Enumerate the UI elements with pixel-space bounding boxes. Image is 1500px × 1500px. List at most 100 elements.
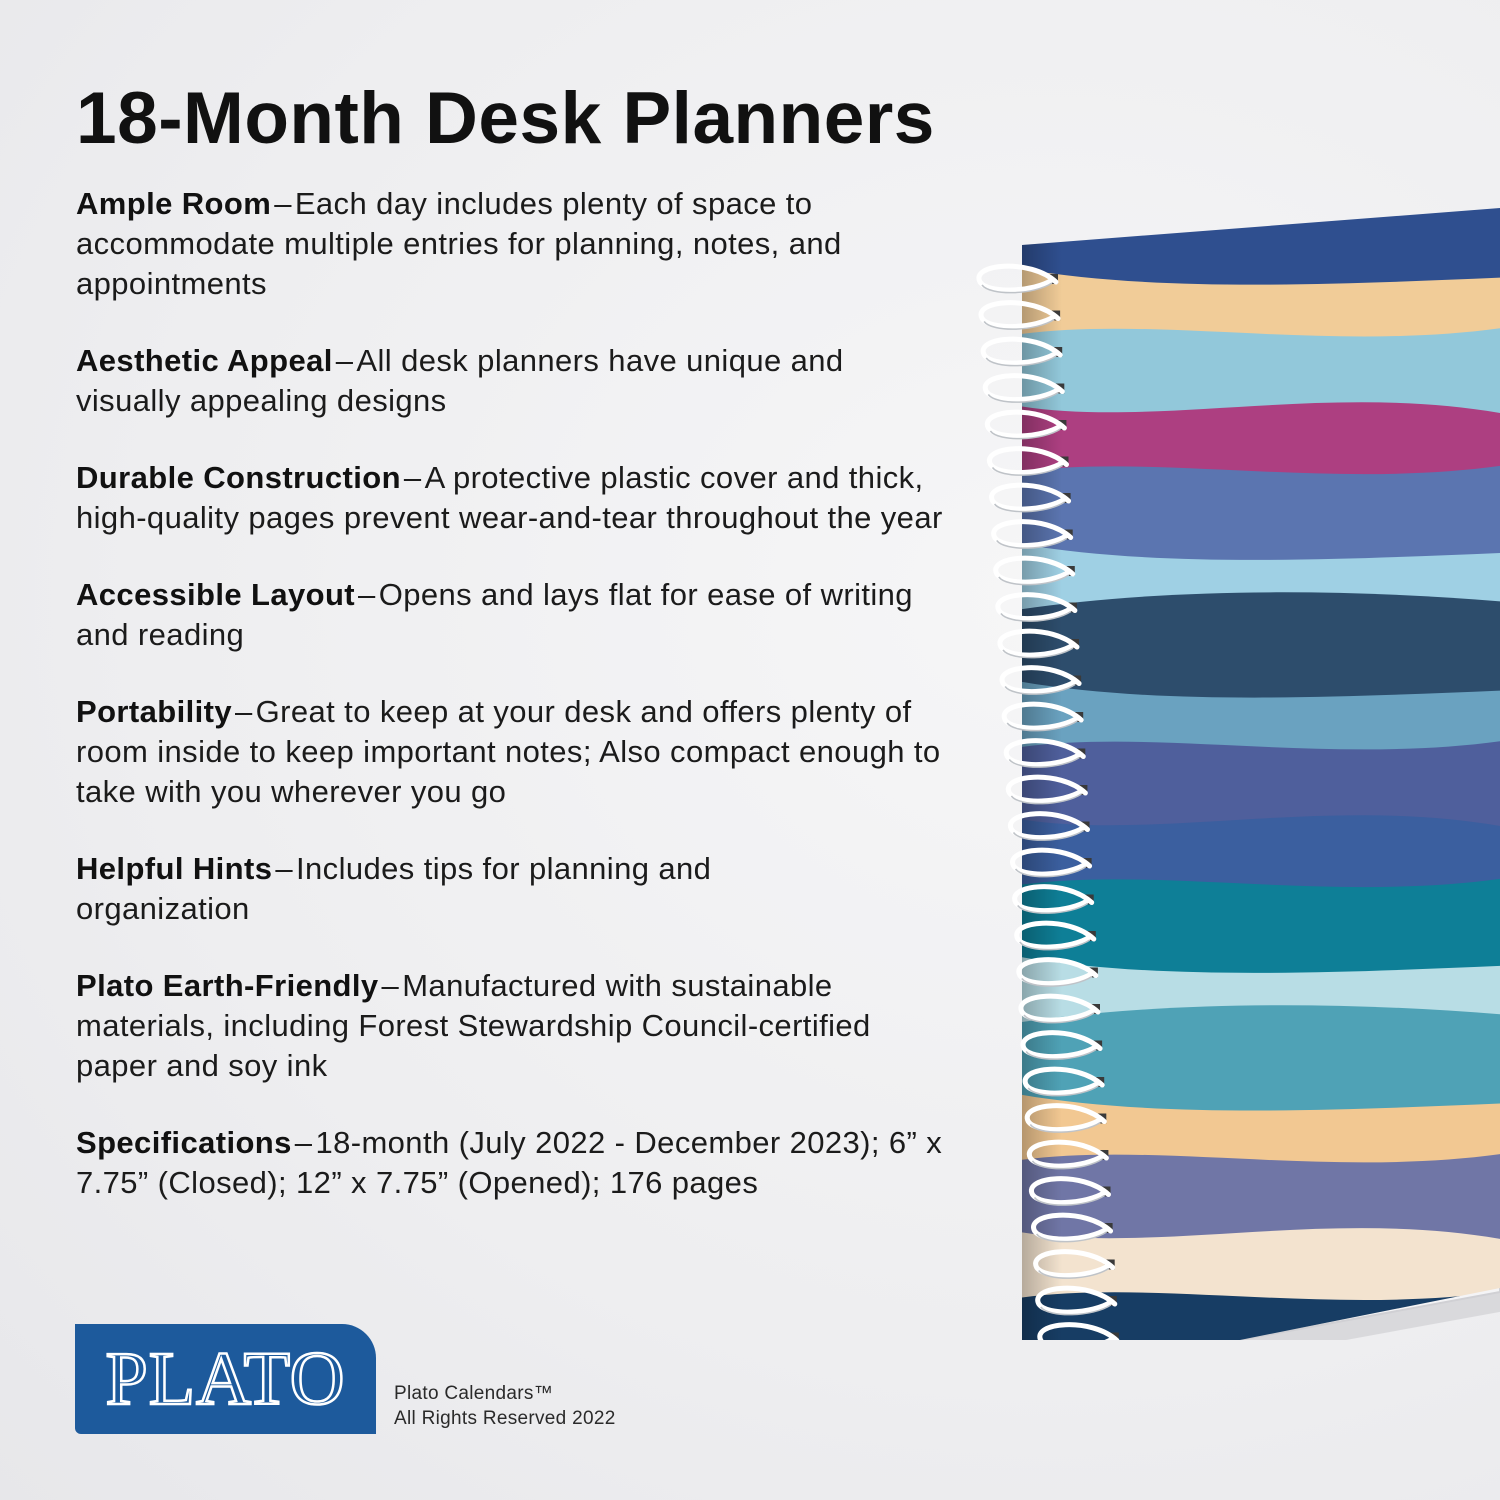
spiral-coil-shadow [987,391,1059,403]
cover-stripe [1022,1005,1500,1123]
spiral-coil [1016,957,1099,986]
feature-specifications: Specifications–18-month (July 2022 - Dec… [76,1123,956,1203]
spiral-coil-shadow [1002,647,1074,659]
spiral-coil-shadow [1029,1121,1101,1133]
spiral-coil [1035,1285,1118,1315]
spiral-coil [1020,1030,1103,1059]
feature-durable-construction: Durable Construction–A protective plasti… [76,458,956,538]
spiral-coil-shadow [1033,1194,1105,1206]
spiral-coil [1033,1249,1116,1278]
feature-description: 18-month (July 2022 - December 2023); 6”… [76,1125,943,1200]
spiral-coil [986,446,1069,475]
feature-description: A protective plastic cover and thick, hi… [76,460,943,535]
feature-description: Each day includes plenty of space to acc… [76,186,842,301]
spiral-coil [1037,1322,1120,1340]
feature-separator: – [403,460,422,495]
spiral-coil [995,592,1078,621]
spiral-coil [978,300,1061,329]
spiral-coil-shadow [1027,1085,1099,1097]
spiral-coil-shadow [983,318,1055,330]
spiral-coil-shadow [1038,1267,1110,1279]
spiral-coil [982,373,1065,402]
spiral-coil-shadow [1017,902,1089,914]
feature-name: Ample Room [76,186,272,221]
spiral-coil [999,665,1082,694]
spiral-coil-shadow [993,501,1066,513]
cover-stripe [1022,464,1500,573]
spiral-coil [1007,811,1090,840]
spiral-coil [1024,1103,1107,1132]
feature-description: Includes tips for planning and organizat… [76,851,712,926]
plato-logo: PLATO [75,1324,376,1434]
cover-wave-pattern [1022,208,1500,1340]
feature-name: Accessible Layout [76,577,356,612]
feature-name: Specifications [76,1125,292,1160]
spiral-coil [991,519,1074,548]
feature-separator: – [381,968,400,1003]
spiral-coil-shadow [1004,683,1076,695]
spiral-coil [997,628,1080,658]
spiral-coil [1018,993,1101,1023]
spiral-coil-shadow [1000,610,1072,622]
feature-portability: Portability–Great to keep at your desk a… [76,692,956,812]
spiral-coil-shadow [1006,720,1078,732]
spiral-coil-shadow [996,537,1068,549]
copyright-notice: Plato Calendars™ All Rights Reserved 202… [394,1381,616,1431]
spiral-coil-shadow [985,355,1057,367]
feature-aesthetic-appeal: Aesthetic Appeal–All desk planners have … [76,341,956,421]
feature-name: Durable Construction [76,460,401,495]
cover-stripe [1022,592,1500,710]
spiral-coil-shadow [1019,939,1091,951]
spiral-coil-shadow [1021,975,1093,987]
spiral-coil-shadow [989,428,1061,440]
spiral-coil [1022,1066,1105,1096]
feature-description: Great to keep at your desk and offers pl… [76,694,941,809]
plato-logo-text: PLATO [104,1337,346,1421]
spiral-coil-shadow [1023,1012,1095,1024]
spiral-coil-shadow [1012,829,1084,841]
cover-stripe [1022,877,1500,986]
spiral-coil [1031,1212,1114,1242]
feature-separator: – [274,186,292,221]
spiral-coil [984,409,1067,439]
spiral-coil [976,263,1059,293]
spiral-coil [980,336,1063,366]
spiral-coil-shadow [998,574,1070,586]
copyright-rights: All Rights Reserved 2022 [394,1408,616,1429]
feature-description: All desk planners have unique and visual… [76,343,844,418]
feature-separator: – [234,694,253,729]
spiral-coil-shadow [991,464,1063,476]
feature-separator: – [294,1125,313,1160]
feature-name: Plato Earth-Friendly [76,968,379,1003]
spiral-coil [1026,1139,1109,1169]
spiral-coil-shadow [1014,866,1087,878]
feature-earth-friendly: Plato Earth-Friendly–Manufactured with s… [76,966,956,1086]
feature-separator: – [335,343,354,378]
spiral-coil-shadow [1025,1048,1097,1060]
spiral-coil-shadow [1035,1231,1108,1243]
feature-separator: – [358,577,376,612]
feature-ample-room: Ample Room–Each day includes plenty of s… [76,184,956,304]
spiral-coil [1028,1176,1111,1205]
planner-image [976,208,1500,1340]
spiral-coil-shadow [1010,793,1082,805]
spiral-coil-shadow [1040,1304,1112,1316]
feature-helpful-hints: Helpful Hints–Includes tips for planning… [76,849,776,929]
feature-name: Helpful Hints [76,851,273,886]
spiral-coil [1010,847,1093,877]
spiral-coil [989,482,1072,512]
feature-name: Portability [76,694,232,729]
copyright-brand: Plato Calendars™ [394,1383,553,1404]
spiral-coil [1012,884,1095,913]
feature-accessible-layout: Accessible Layout–Opens and lays flat fo… [76,575,956,655]
spiral-coil [1001,701,1084,731]
spiral-coil-shadow [1031,1158,1103,1170]
spiral-coil [1005,774,1088,804]
spiral-coil [1003,738,1086,767]
feature-name: Aesthetic Appeal [76,343,333,378]
page-title: 18-Month Desk Planners [76,78,935,159]
spiral-coil-shadow [981,282,1053,294]
spiral-coil-shadow [1008,756,1080,768]
feature-separator: – [275,851,294,886]
feature-description: Manufactured with sustainable materials,… [76,968,871,1083]
